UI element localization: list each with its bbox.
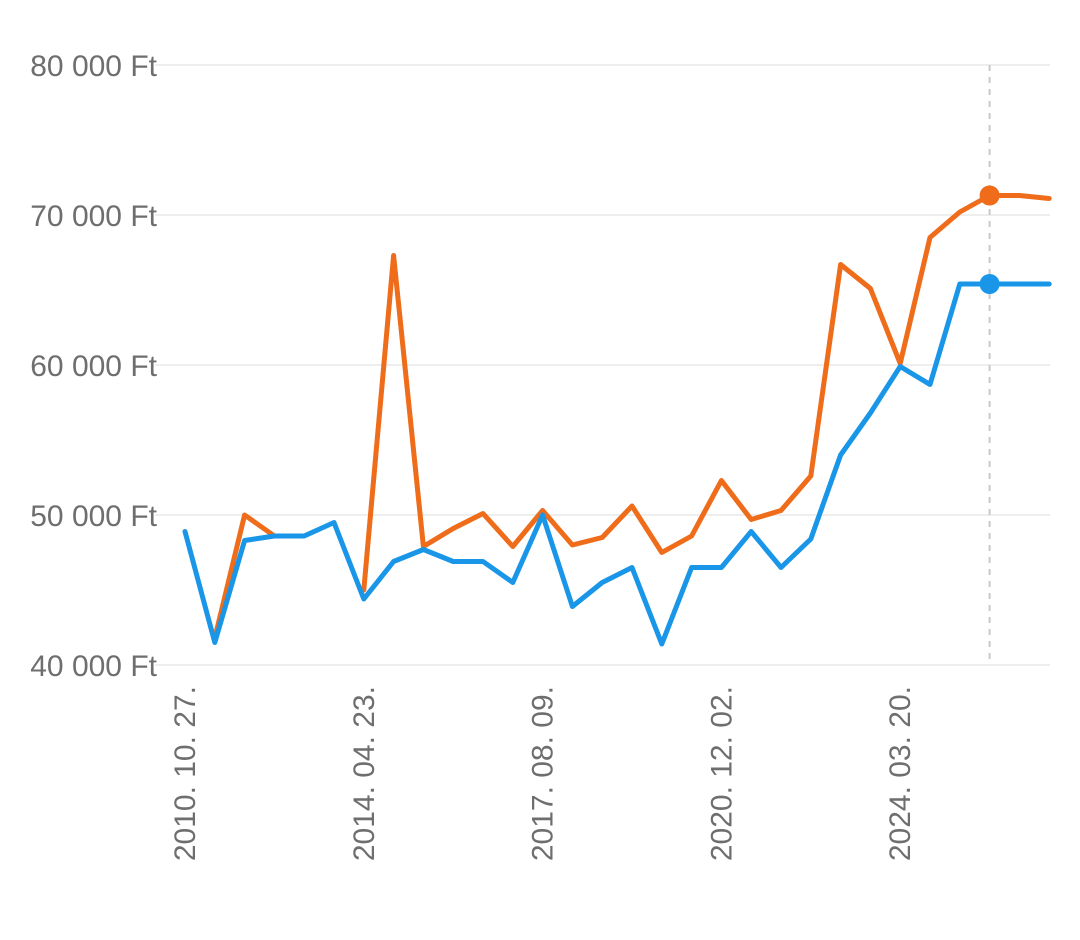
x-tick-label: 2010. 10. 27. xyxy=(169,686,202,861)
x-tick-label: 2014. 04. 23. xyxy=(348,686,381,861)
y-tick-label: 40 000 Ft xyxy=(30,650,157,683)
x-tick-label: 2020. 12. 02. xyxy=(705,686,738,861)
y-axis-ticks: 40 000 Ft 50 000 Ft 60 000 Ft 70 000 Ft 80 0… xyxy=(30,50,157,683)
series-line-0 xyxy=(361,193,1052,593)
highlight-point-0 xyxy=(979,185,1000,206)
y-tick-label: 80 000 Ft xyxy=(30,50,157,83)
series-lines xyxy=(182,193,1052,647)
x-tick-label: 2017. 08. 09. xyxy=(527,686,560,861)
y-tick-label: 70 000 Ft xyxy=(30,200,157,233)
y-tick-label: 50 000 Ft xyxy=(30,500,157,533)
x-tick-label: 2024. 03. 20. xyxy=(884,686,917,861)
y-tick-label: 60 000 Ft xyxy=(30,350,157,383)
series-line-1 xyxy=(182,281,1052,647)
x-axis-ticks: 2010. 10. 27. 2014. 04. 23. 2017. 08. 09. 2… xyxy=(169,686,917,861)
highlight-point-1 xyxy=(979,274,1000,294)
gridlines xyxy=(155,64,1050,666)
highlight-markers xyxy=(979,185,1000,294)
series-line-0 xyxy=(212,512,277,641)
